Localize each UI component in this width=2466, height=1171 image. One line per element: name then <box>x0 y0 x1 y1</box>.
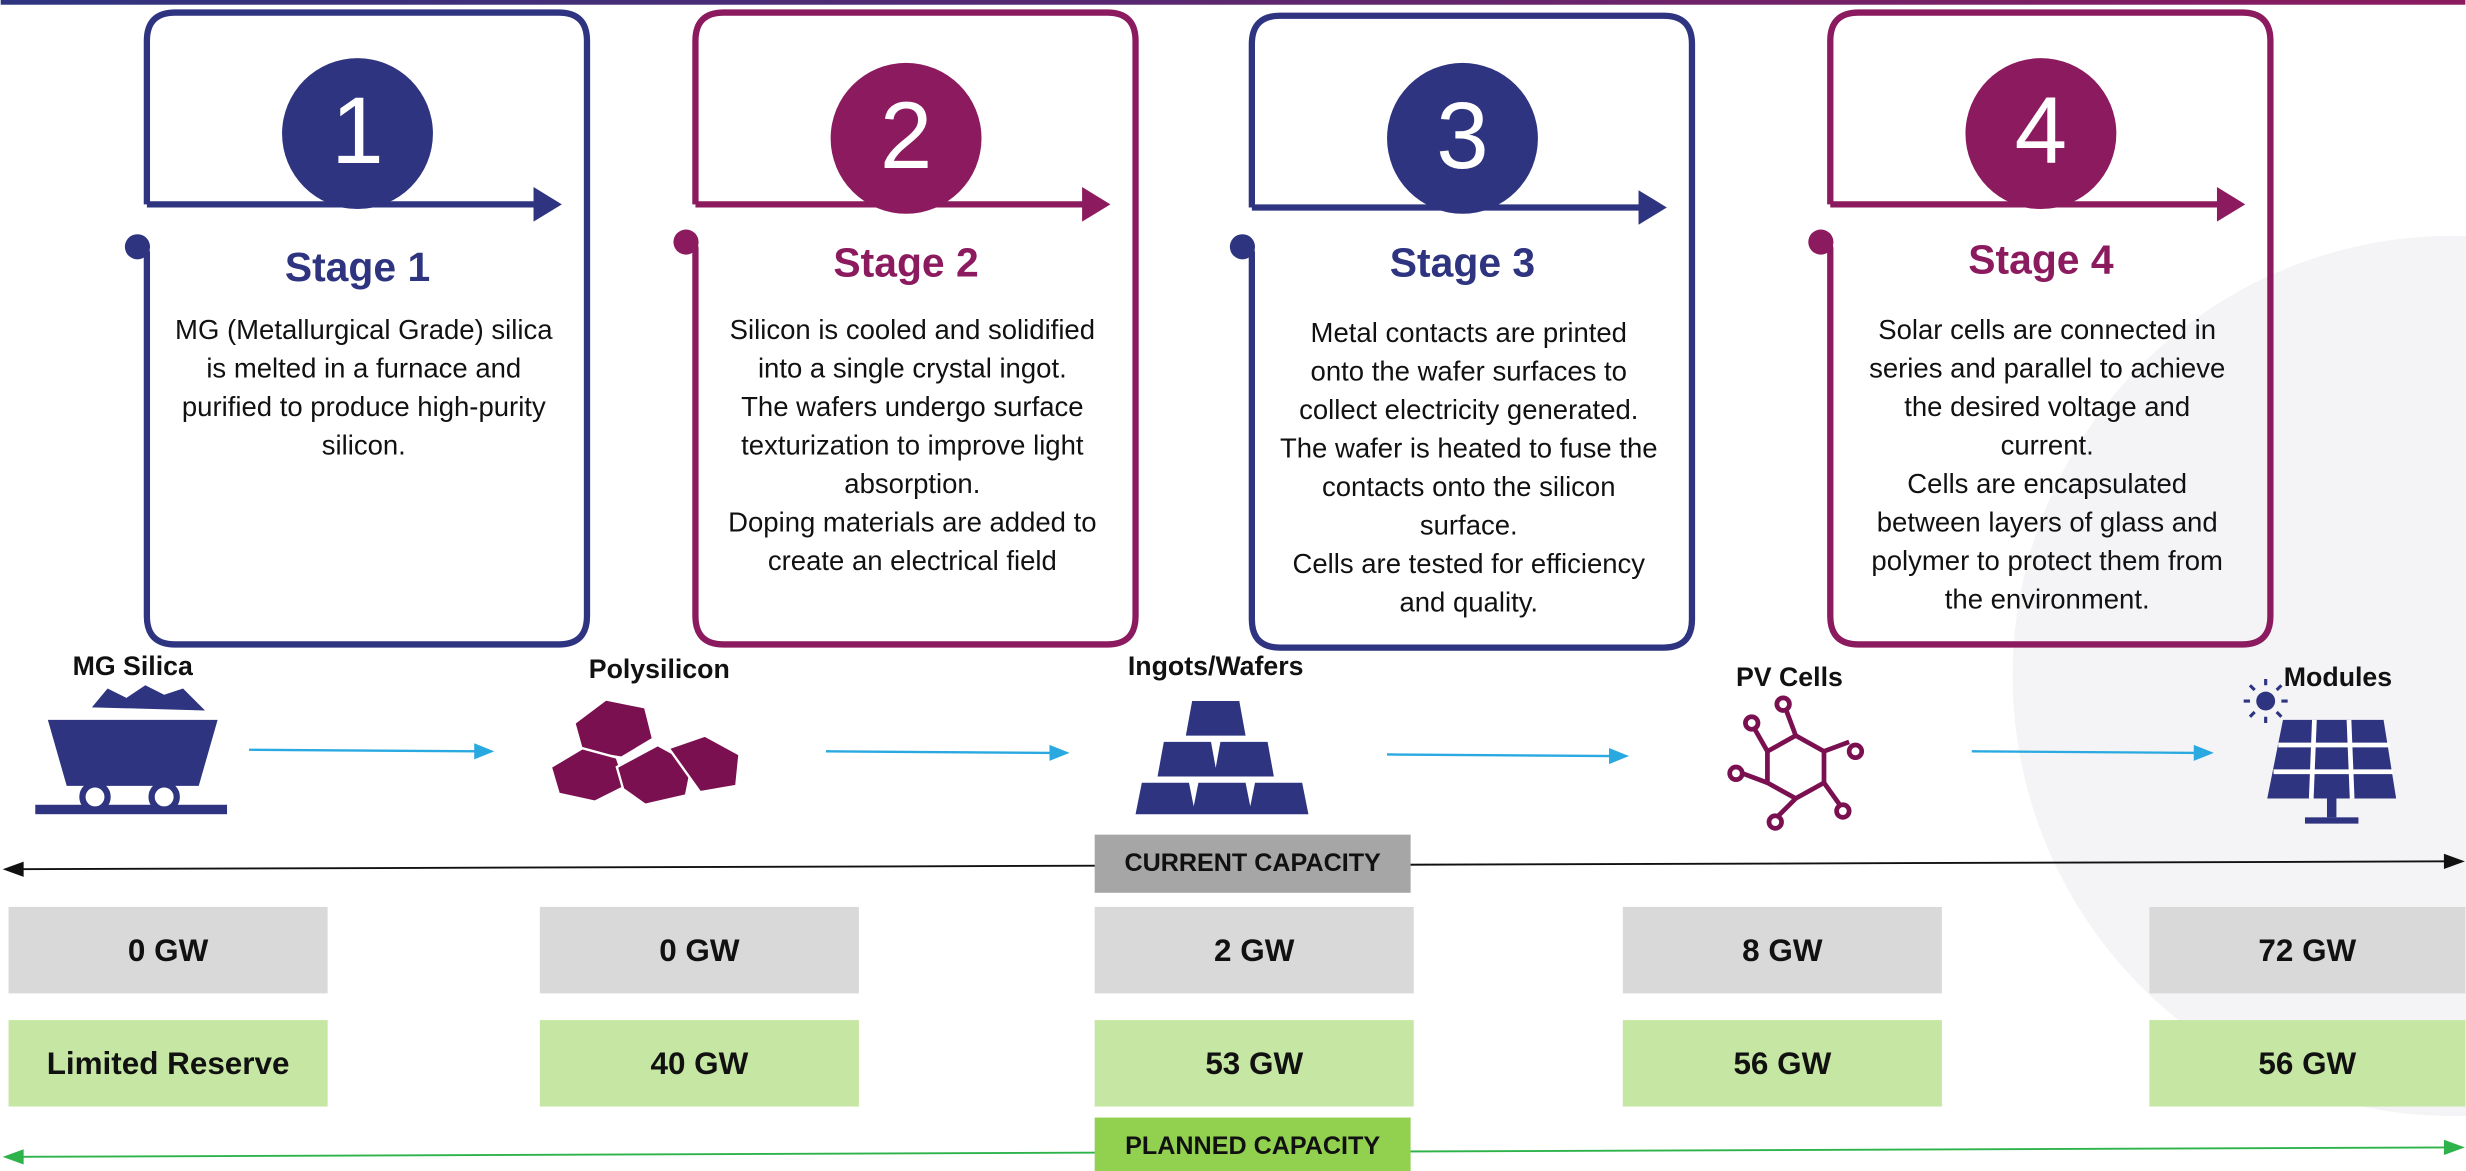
capacity-value: 2 GW <box>1214 933 1295 968</box>
stage-arrowhead <box>1638 190 1667 225</box>
stage-description: contacts onto the silicon <box>1322 471 1616 502</box>
stage-arrowhead <box>533 187 562 222</box>
stage-description: MG (Metallurgical Grade) silica <box>175 314 553 345</box>
capacity-cell <box>8 1020 328 1107</box>
stage-description: onto the wafer surfaces to <box>1311 356 1627 387</box>
mg-silica-icon <box>35 685 228 815</box>
stage-dot <box>673 229 699 255</box>
stage-description: The wafers undergo surface <box>741 391 1083 422</box>
capacity-cell <box>2149 1020 2466 1107</box>
stage-arrowhead <box>1082 187 1111 222</box>
capacity-label-box <box>1094 1117 1411 1171</box>
stage-card: 4 Stage 4 Solar cells are connected in seri… <box>1808 9 2274 648</box>
capacity-cell <box>539 1020 859 1107</box>
polysilicon-icon <box>549 698 741 807</box>
node-label: Modules <box>2284 662 2392 692</box>
stage-description: into a single crystal ingot. <box>758 352 1067 383</box>
capacity-label-box <box>1094 834 1411 893</box>
capacity-value: 8 GW <box>1742 933 1823 968</box>
stage-description: Silicon is cooled and solidified <box>730 314 1095 345</box>
stage-dot <box>1808 229 1834 255</box>
capacity-value: 0 GW <box>659 933 740 968</box>
stage-description: purified to produce high-purity <box>182 391 546 422</box>
capacity-cell <box>1094 1020 1414 1107</box>
stage-title: Stage 1 <box>285 244 430 290</box>
stage-description: texturization to improve light <box>741 429 1084 460</box>
stage-card: 2 Stage 2 Silicon is cooled and solidified… <box>673 9 1139 648</box>
pv-cells-icon <box>1727 695 1865 831</box>
stage-dot <box>124 234 151 260</box>
stage-badge <box>830 62 982 214</box>
stage-description: and quality. <box>1399 587 1538 618</box>
capacity-cell <box>1094 906 1414 994</box>
stage-description: surface. <box>1420 510 1518 541</box>
stage-badge <box>282 58 433 210</box>
capacity-value: 53 GW <box>1205 1046 1303 1081</box>
stage-description: the environment. <box>1945 583 2150 614</box>
stage-description: Metal contacts are printed <box>1311 317 1627 348</box>
stage-badge <box>1965 58 2117 210</box>
stage-description: collect electricity generated. <box>1299 394 1638 425</box>
stage-title: Stage 3 <box>1390 239 1535 285</box>
capacity-cell <box>8 906 328 994</box>
stage-description: current. <box>2001 429 2094 460</box>
stage-number: 3 <box>1436 83 1488 188</box>
capacity-value: 56 GW <box>2258 1046 2356 1081</box>
background-shape <box>2012 235 2466 1116</box>
stage-description: is melted in a furnace and <box>206 352 521 383</box>
capacity-cell <box>2149 906 2466 994</box>
top-border <box>0 0 2466 5</box>
capacity-cell <box>1622 906 1942 994</box>
node-label: PV Cells <box>1736 662 1843 692</box>
stage-description: absorption. <box>844 468 980 499</box>
stage-card: 3 Stage 3 Metal contacts are printed onto t… <box>1229 12 1696 651</box>
stage-card: 1 Stage 1 MG (Metallurgical Grade) silica i… <box>124 9 591 648</box>
stage-badge <box>1387 62 1538 214</box>
modules-icon <box>2243 679 2397 824</box>
stage-description: silicon. <box>322 429 406 460</box>
stage-description: Cells are tested for efficiency <box>1292 548 1645 579</box>
ingots-icon <box>1135 701 1309 815</box>
capacity-label: PLANNED CAPACITY <box>1125 1132 1380 1160</box>
stage-number: 4 <box>2015 78 2067 183</box>
stage-title: Stage 4 <box>1968 236 2114 282</box>
stage-description: Doping materials are added to <box>728 506 1096 537</box>
capacity-label: CURRENT CAPACITY <box>1124 849 1381 877</box>
node-label: Polysilicon <box>589 654 730 684</box>
stage-description: the desired voltage and <box>1904 391 2190 422</box>
capacity-value: 72 GW <box>2258 933 2356 968</box>
stage-number: 2 <box>880 83 932 188</box>
capacity-value: 40 GW <box>650 1046 748 1081</box>
node-label: MG Silica <box>73 651 194 681</box>
capacity-value: 56 GW <box>1733 1046 1831 1081</box>
capacity-cell <box>539 906 859 994</box>
stage-description: Solar cells are connected in <box>1878 314 2216 345</box>
stage-description: The wafer is heated to fuse the <box>1280 433 1658 464</box>
stage-description: Cells are encapsulated <box>1907 468 2187 499</box>
stage-number: 1 <box>331 78 383 183</box>
node-label: Ingots/Wafers <box>1128 651 1304 681</box>
stage-description: between layers of glass and <box>1877 506 2218 537</box>
flow-arrows <box>249 743 2214 765</box>
stage-dot <box>1229 234 1256 260</box>
stage-title: Stage 2 <box>833 239 978 285</box>
capacity-value: 0 GW <box>128 933 209 968</box>
stage-arrowhead <box>2216 187 2246 222</box>
stage-description: polymer to protect them from <box>1871 545 2223 576</box>
capacity-value: Limited Reserve <box>47 1046 290 1081</box>
stage-description: series and parallel to achieve <box>1869 352 2225 383</box>
capacity-cell <box>1622 1020 1942 1107</box>
stage-description: create an electrical field <box>768 545 1057 576</box>
